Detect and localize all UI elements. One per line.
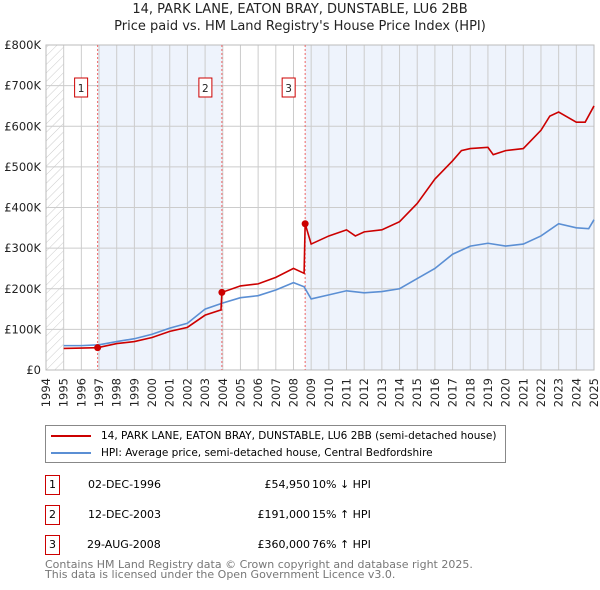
y-tick-label: £0 [26, 363, 41, 377]
y-tick-label: £400K [4, 201, 41, 215]
sale-row: 3 29-AUG-2008 £360,000 76% ↑ HPI [45, 535, 445, 555]
sale-price: £54,950 [264, 478, 311, 491]
x-tick-label: 2003 [198, 378, 212, 407]
y-tick-label: £800K [4, 38, 41, 52]
x-tick-label: 2011 [340, 378, 354, 407]
x-tick-label: 1997 [92, 378, 106, 407]
sale-hpi: 76% ↑ HPI [312, 538, 371, 551]
x-tick-label: 2019 [481, 378, 495, 407]
plot-frame [45, 44, 595, 371]
x-tick-label: 1996 [74, 378, 88, 407]
sale-label: 1 [78, 83, 85, 95]
x-tick-label: 2008 [286, 378, 300, 407]
footer-copyright: Contains HM Land Registry data © Crown c… [45, 558, 473, 571]
x-tick-label: 2004 [216, 378, 230, 407]
plot-area: 1994 1995 1996 1997 1998 1999 2000 2001 2002 2003… [4, 38, 600, 407]
x-tick-label: 2013 [375, 378, 389, 407]
chart-subtitle: Price paid vs. HM Land Registry's House … [114, 19, 486, 34]
sale-point [94, 344, 102, 352]
x-tick-label: 1999 [127, 378, 141, 407]
x-tick-label: 2012 [357, 378, 371, 407]
x-tick-label: 2021 [516, 378, 530, 407]
footer-licence: This data is licensed under the Open Gov… [45, 568, 396, 581]
sale-label: 3 [285, 83, 292, 95]
sale-point [218, 288, 226, 296]
legend-label-property: 14, PARK LANE, EATON BRAY, DUNSTABLE, LU… [101, 430, 497, 442]
x-tick-label: 2002 [180, 378, 194, 407]
x-tick-label: 2023 [552, 378, 566, 407]
x-tick-label: 1994 [39, 378, 53, 407]
sale-date: 29-AUG-2008 [87, 538, 161, 551]
sale-point [301, 220, 309, 228]
sale-label-box [198, 77, 213, 98]
x-tick-label: 2025 [587, 378, 600, 407]
x-tick-label: 1995 [57, 378, 71, 407]
x-tick-label: 2017 [446, 378, 460, 407]
x-tick-label: 2009 [304, 378, 318, 407]
sale-marker-badge: 2 [45, 505, 60, 525]
x-tick-label: 2010 [322, 378, 336, 407]
y-tick-label: £600K [4, 119, 41, 133]
y-tick-label: £200K [4, 282, 41, 296]
property-price-line [63, 105, 595, 350]
sale-date: 02-DEC-1996 [88, 478, 162, 491]
y-tick-label: £700K [4, 79, 41, 93]
y-tick-label: £300K [4, 241, 41, 255]
x-tick-label: 2005 [233, 378, 247, 407]
x-tick-label: 2007 [269, 378, 283, 407]
x-tick-label: 1998 [110, 378, 124, 407]
x-tick-label: 2022 [534, 378, 548, 407]
sale-label-box [281, 77, 296, 98]
sale-price: £360,000 [257, 538, 311, 551]
footer: Contains HM Land Registry data © Crown c… [45, 558, 473, 581]
x-tick-label: 2024 [569, 378, 583, 407]
x-tick-label: 2014 [393, 378, 407, 407]
sale-price: £191,000 [257, 508, 311, 521]
legend: 14, PARK LANE, EATON BRAY, DUNSTABLE, LU… [45, 425, 506, 463]
legend-swatch-property [51, 435, 91, 437]
legend-swatch-hpi [51, 452, 91, 454]
sale-marker-badge: 3 [45, 535, 60, 555]
x-tick-label: 2001 [163, 378, 177, 407]
sale-label: 2 [202, 83, 209, 95]
sale-label-box [74, 77, 89, 98]
hpi-line [63, 219, 595, 347]
x-tick-label: 2016 [428, 378, 442, 407]
sale-row: 1 02-DEC-1996 £54,950 10% ↓ HPI [45, 475, 445, 495]
sale-marker-badge: 1 [45, 475, 60, 495]
y-tick-label: £500K [4, 160, 41, 174]
x-tick-label: 2018 [463, 378, 477, 407]
y-tick-label: £100K [4, 322, 41, 336]
x-tick-label: 2006 [251, 378, 265, 407]
sale-hpi: 15% ↑ HPI [312, 508, 371, 521]
x-tick-label: 2000 [145, 378, 159, 407]
chart-title: 14, PARK LANE, EATON BRAY, DUNSTABLE, LU… [132, 2, 468, 17]
x-tick-label: 2015 [410, 378, 424, 407]
x-tick-label: 2020 [499, 378, 513, 407]
legend-label-hpi: HPI: Average price, semi-detached house,… [101, 447, 433, 459]
sale-date: 12-DEC-2003 [88, 508, 162, 521]
sale-hpi: 10% ↓ HPI [312, 478, 371, 491]
sale-row: 2 12-DEC-2003 £191,000 15% ↑ HPI [45, 505, 445, 525]
